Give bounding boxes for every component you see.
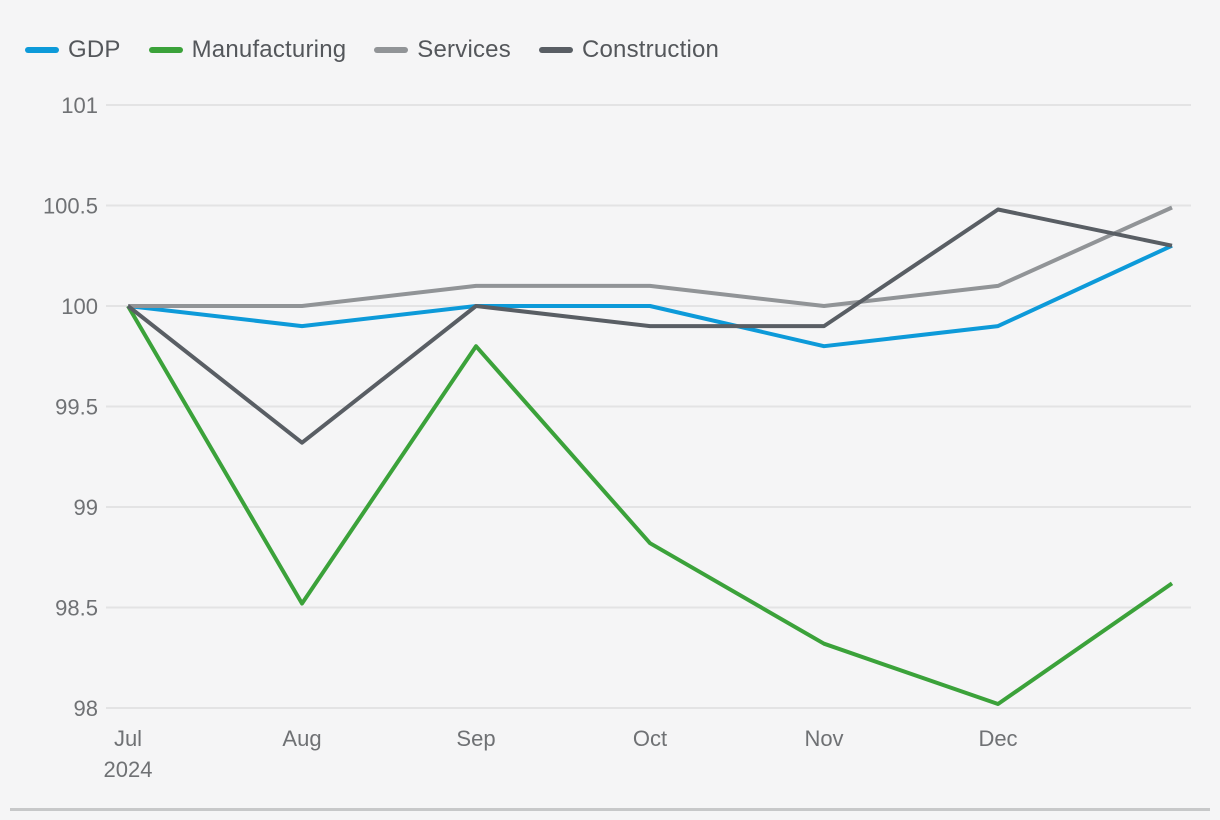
x-axis-label: Aug bbox=[282, 726, 321, 751]
y-axis-label: 101 bbox=[61, 93, 98, 118]
bottom-divider bbox=[10, 808, 1210, 811]
y-axis-label: 99.5 bbox=[55, 395, 98, 420]
x-axis-year-label: 2024 bbox=[104, 757, 153, 782]
legend-swatch-icon bbox=[148, 47, 183, 53]
series-line-manufacturing bbox=[126, 304, 1174, 706]
legend-label: Services bbox=[417, 36, 511, 63]
legend-label: GDP bbox=[68, 36, 121, 63]
x-axis-label: Dec bbox=[978, 726, 1017, 751]
x-axis-label: Oct bbox=[633, 726, 667, 751]
legend-swatch-icon bbox=[374, 47, 409, 53]
legend-item-manufacturing[interactable]: Manufacturing bbox=[148, 36, 347, 64]
y-axis-label: 99 bbox=[74, 495, 98, 520]
legend-swatch-icon bbox=[25, 47, 59, 53]
legend-label: Construction bbox=[581, 36, 720, 63]
series-line-gdp bbox=[127, 243, 1173, 349]
x-axis-label: Nov bbox=[804, 726, 843, 751]
series-line-construction bbox=[126, 207, 1173, 445]
legend-item-gdp[interactable]: GDP bbox=[25, 36, 121, 64]
y-axis-label: 100 bbox=[61, 294, 98, 319]
legend-label: Manufacturing bbox=[191, 36, 347, 63]
y-axis-label: 98 bbox=[74, 696, 98, 721]
series-line-services bbox=[128, 205, 1173, 308]
y-axis-label: 100.5 bbox=[43, 194, 98, 219]
x-axis-label: Sep bbox=[456, 726, 495, 751]
y-axis-label: 98.5 bbox=[55, 596, 98, 621]
legend-item-construction[interactable]: Construction bbox=[538, 36, 720, 64]
legend-swatch-icon bbox=[538, 47, 573, 53]
legend-item-services[interactable]: Services bbox=[374, 36, 511, 64]
x-axis-label: Jul bbox=[114, 726, 142, 751]
chart-legend: GDP Manufacturing Services Construction bbox=[25, 36, 719, 64]
